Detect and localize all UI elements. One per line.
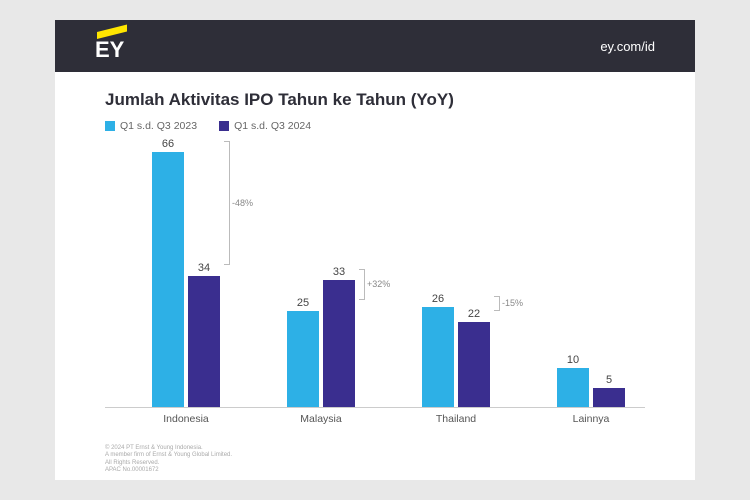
delta-annotation-1: +32% <box>359 269 390 300</box>
card: EY ey.com/id Jumlah Aktivitas IPO Tahun … <box>55 20 695 480</box>
legend-item-0: Q1 s.d. Q3 2023 <box>105 120 197 132</box>
bar-value-2-1: 22 <box>458 308 490 320</box>
bar-2-series0: 26 <box>422 307 454 407</box>
legend-item-1: Q1 s.d. Q3 2024 <box>219 120 311 132</box>
footer-line-1: © 2024 PT Ernst & Young Indonesia. <box>105 445 232 452</box>
bar-value-2-0: 26 <box>422 293 454 305</box>
footer-copyright: © 2024 PT Ernst & Young Indonesia. A mem… <box>105 445 232 474</box>
delta-text-1: +32% <box>367 279 390 289</box>
bar-value-0-1: 34 <box>188 262 220 274</box>
bar-value-1-0: 25 <box>287 297 319 309</box>
chart-area: Jumlah Aktivitas IPO Tahun ke Tahun (YoY… <box>55 72 695 450</box>
chart-title: Jumlah Aktivitas IPO Tahun ke Tahun (YoY… <box>105 90 645 110</box>
x-axis-label-0: Indonesia <box>163 413 209 425</box>
x-axis: Indonesia Malaysia Thailand Lainnya <box>105 408 645 428</box>
plot-area: 6634-48%2533+32%2622-15%105 <box>105 138 645 408</box>
footer-line-4: APAC No.00001672 <box>105 467 232 474</box>
bar-value-0-0: 66 <box>152 138 184 150</box>
legend: Q1 s.d. Q3 2023 Q1 s.d. Q3 2024 <box>105 120 645 132</box>
footer-line-3: All Rights Reserved. <box>105 460 232 467</box>
header-bar: EY ey.com/id <box>55 20 695 72</box>
bar-1-series0: 25 <box>287 311 319 407</box>
legend-swatch-0 <box>105 121 115 131</box>
bar-group-1: 2533 <box>287 280 355 407</box>
legend-swatch-1 <box>219 121 229 131</box>
bar-value-1-1: 33 <box>323 266 355 278</box>
bar-value-3-0: 10 <box>557 354 589 366</box>
bar-value-3-1: 5 <box>593 374 625 386</box>
bar-group-0: 6634 <box>152 152 220 407</box>
x-axis-label-3: Lainnya <box>573 413 610 425</box>
delta-text-0: -48% <box>232 198 253 208</box>
legend-label-1: Q1 s.d. Q3 2024 <box>234 120 311 132</box>
x-axis-label-2: Thailand <box>436 413 476 425</box>
bar-group-3: 105 <box>557 368 625 407</box>
bar-0-series1: 34 <box>188 276 220 407</box>
bar-1-series1: 33 <box>323 280 355 407</box>
bar-group-2: 2622 <box>422 307 490 407</box>
legend-label-0: Q1 s.d. Q3 2023 <box>120 120 197 132</box>
ey-logo: EY <box>95 32 127 61</box>
ey-logo-text: EY <box>95 39 124 61</box>
bar-3-series1: 5 <box>593 388 625 407</box>
delta-annotation-0: -48% <box>224 141 253 264</box>
delta-text-2: -15% <box>502 298 523 308</box>
bar-2-series1: 22 <box>458 322 490 407</box>
x-axis-label-1: Malaysia <box>300 413 341 425</box>
delta-annotation-2: -15% <box>494 296 523 311</box>
bar-0-series0: 66 <box>152 152 184 407</box>
header-url: ey.com/id <box>600 39 655 54</box>
bar-3-series0: 10 <box>557 368 589 407</box>
footer-line-2: A member firm of Ernst & Young Global Li… <box>105 452 232 459</box>
